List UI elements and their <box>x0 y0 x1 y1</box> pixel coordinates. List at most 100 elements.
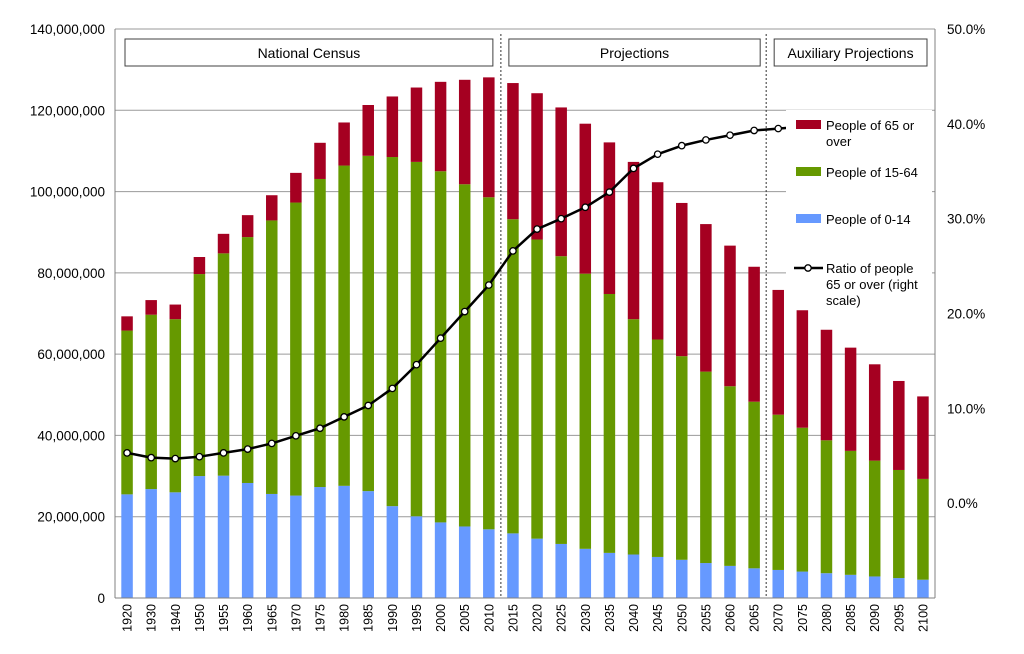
bar-segment-people-of-15-64 <box>290 202 302 496</box>
x-axis-tick-label: 2005 <box>458 604 472 632</box>
bar-segment-people-of-15-64 <box>434 171 447 523</box>
bar-segment-people-of-0-14 <box>820 573 833 598</box>
x-axis-tick-label: 2025 <box>555 604 569 632</box>
bar-segment-people-of-0-14 <box>700 563 712 598</box>
bar-segment-people-of-0-14 <box>555 543 567 598</box>
x-axis-tick-label: 2035 <box>603 604 617 632</box>
bar-segment-people-of-65-or-over <box>700 224 712 372</box>
bar-segment-people-of-65-or-over <box>241 215 254 238</box>
ratio-point <box>774 124 783 133</box>
bar-segment-people-of-15-64 <box>121 330 133 495</box>
bar-segment-people-of-65-or-over <box>121 316 133 331</box>
stacked-bars <box>121 77 929 598</box>
bar-segment-people-of-0-14 <box>169 492 182 598</box>
legend-label: scale) <box>826 293 861 308</box>
bar-segment-people-of-0-14 <box>193 476 206 598</box>
legend-label: over <box>826 134 852 149</box>
ratio-point <box>292 431 300 440</box>
ratio-point <box>581 203 590 212</box>
bar-segment-people-of-15-64 <box>362 155 374 492</box>
ratio-point <box>509 247 517 255</box>
bar-segment-people-of-65-or-over <box>410 87 423 162</box>
bar-segment-people-of-0-14 <box>603 552 616 598</box>
bar-segment-people-of-65-or-over <box>796 310 809 428</box>
bar-segment-people-of-0-14 <box>241 482 254 598</box>
right-axis-tick-label: 30.0% <box>947 212 985 227</box>
x-axis-tick-label: 1975 <box>314 604 328 632</box>
x-axis-tick-label: 2050 <box>675 604 689 632</box>
bar-segment-people-of-65-or-over <box>531 93 543 240</box>
legend-swatch <box>796 214 821 223</box>
bar-segment-people-of-0-14 <box>893 578 905 598</box>
x-axis-tick-label: 2060 <box>724 604 738 632</box>
bar-segment-people-of-15-64 <box>772 414 784 570</box>
x-axis-tick-label: 1960 <box>241 604 255 632</box>
x-axis-tick-label: 2095 <box>892 604 906 632</box>
ratio-point <box>629 164 638 173</box>
x-axis-tick-label: 2030 <box>579 604 593 632</box>
ratio-point <box>605 188 614 196</box>
x-axis-tick-label: 2055 <box>699 604 713 632</box>
ratio-point <box>364 401 373 410</box>
bar-segment-people-of-15-64 <box>266 220 278 494</box>
section-header-box <box>124 38 494 67</box>
bar-segment-people-of-65-or-over <box>290 172 302 203</box>
left-axis-tick-label: 80,000,000 <box>37 266 105 281</box>
bar-segment-people-of-65-or-over <box>314 142 326 179</box>
ratio-point <box>388 384 397 393</box>
bar-segment-people-of-0-14 <box>844 574 857 598</box>
bar-segment-people-of-65-or-over <box>266 195 278 221</box>
bar-segment-people-of-65-or-over <box>145 300 157 315</box>
bar-segment-people-of-65-or-over <box>362 105 374 156</box>
bar-segment-people-of-65-or-over <box>844 347 857 451</box>
bar-segment-people-of-65-or-over <box>676 202 688 357</box>
bar-segment-people-of-0-14 <box>627 554 640 598</box>
bar-segment-people-of-65-or-over <box>193 257 206 275</box>
x-axis-tick-label: 2045 <box>651 604 665 632</box>
x-axis-tick-label: 1965 <box>265 604 279 632</box>
bar-segment-people-of-0-14 <box>266 493 278 598</box>
bar-segment-people-of-15-64 <box>676 356 688 560</box>
x-axis-tick-label: 2070 <box>772 604 786 632</box>
ratio-point <box>484 281 493 289</box>
ratio-point <box>123 449 131 457</box>
bar-segment-people-of-65-or-over <box>893 380 905 470</box>
bar-segment-people-of-65-or-over <box>868 364 881 461</box>
bar-segment-people-of-65-or-over <box>458 79 471 185</box>
ratio-point <box>412 360 421 369</box>
legend-label: People of 65 or <box>826 118 915 133</box>
ratio-point <box>557 214 566 223</box>
bar-segment-people-of-65-or-over <box>651 182 664 340</box>
ratio-point <box>750 126 758 135</box>
left-axis-tick-label: 0 <box>97 591 105 606</box>
ratio-point <box>243 445 252 453</box>
bar-segment-people-of-15-64 <box>917 478 929 580</box>
left-axis-tick-label: 40,000,000 <box>37 428 105 443</box>
ratio-point <box>702 136 710 144</box>
bar-segment-people-of-15-64 <box>700 371 712 564</box>
bar-segment-people-of-15-64 <box>555 256 567 544</box>
x-axis-tick-label: 2065 <box>748 604 762 632</box>
bar-segment-people-of-65-or-over <box>917 396 929 479</box>
section-header-box <box>508 38 761 67</box>
bar-segment-people-of-0-14 <box>314 487 326 598</box>
bar-segment-people-of-65-or-over <box>627 161 640 320</box>
ratio-point <box>171 454 180 463</box>
bar-segment-people-of-0-14 <box>458 526 471 598</box>
ratio-point <box>677 141 686 150</box>
ratio-point <box>316 424 324 433</box>
bar-segment-people-of-65-or-over <box>579 123 592 274</box>
right-axis-tick-label: 10.0% <box>947 401 985 416</box>
bar-segment-people-of-15-64 <box>820 440 833 574</box>
bar-segment-people-of-15-64 <box>531 239 543 539</box>
bar-segment-people-of-15-64 <box>410 161 423 517</box>
section-header-label: National Census <box>258 45 361 61</box>
bar-segment-people-of-0-14 <box>483 529 495 598</box>
ratio-point <box>533 225 541 233</box>
bar-segment-people-of-15-64 <box>868 460 881 577</box>
bar-segment-people-of-65-or-over <box>169 304 182 320</box>
bar-segment-people-of-15-64 <box>458 184 471 527</box>
bar-segment-people-of-0-14 <box>796 571 809 598</box>
bar-segment-people-of-15-64 <box>507 219 519 534</box>
bar-segment-people-of-65-or-over <box>724 245 736 387</box>
